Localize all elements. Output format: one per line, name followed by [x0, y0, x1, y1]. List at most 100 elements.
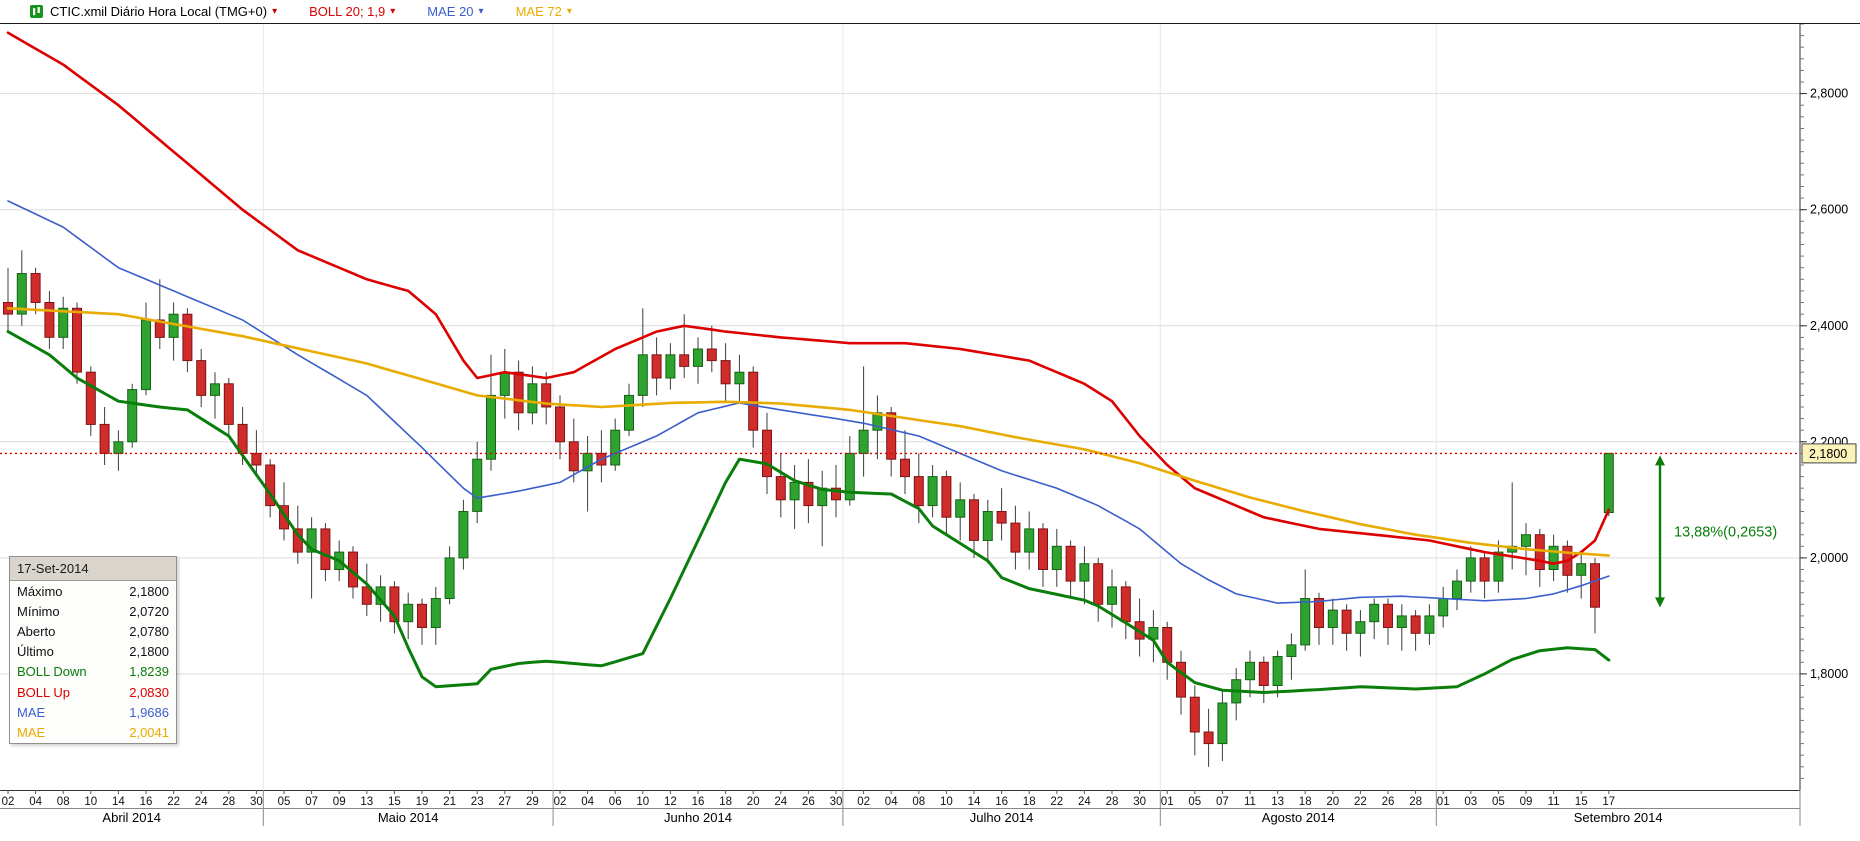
indicator-boll-label: BOLL 20; 1,9 [309, 4, 386, 19]
data-window-row-value: 2,1800 [129, 583, 169, 599]
month-label: Abril 2014 [102, 810, 161, 825]
x-axis-date-label: 23 [471, 796, 484, 808]
x-axis-date-label: 16 [995, 796, 1008, 808]
x-axis-date-label: 09 [333, 796, 346, 808]
x-axis-date-label: 15 [1575, 796, 1588, 808]
y-axis-label: 2,8000 [1810, 87, 1848, 101]
x-axis-date-label: 13 [1271, 796, 1284, 808]
x-axis-date-label: 10 [636, 796, 649, 808]
x-axis-date-label: 26 [802, 796, 815, 808]
x-axis-date-label: 21 [443, 796, 456, 808]
x-axis-date-label: 02 [857, 796, 870, 808]
x-axis-date-label: 24 [195, 796, 208, 808]
x-axis-date-label: 20 [747, 796, 760, 808]
x-axis-date-label: 04 [29, 796, 42, 808]
x-axis-date-label: 22 [167, 796, 180, 808]
data-window-row-label: Máximo [17, 583, 63, 599]
x-axis-date-label: 28 [1409, 796, 1422, 808]
data-window-date: 17-Set-2014 [10, 557, 176, 581]
data-window-row: Último 2,1800 [10, 642, 176, 662]
data-window-row-label: BOLL Down [17, 664, 87, 680]
data-window-row-value: 2,0720 [129, 603, 169, 619]
x-axis-date-label: 20 [1326, 796, 1339, 808]
x-axis-date-label: 18 [1023, 796, 1036, 808]
month-label: Maio 2014 [378, 810, 439, 825]
x-axis-date-label: 19 [416, 796, 429, 808]
data-window-row-value: 2,0041 [129, 724, 169, 740]
data-window-row-value: 2,1800 [129, 644, 169, 660]
x-axis-date-label: 07 [305, 796, 318, 808]
price-marker: 2,1800 [1801, 443, 1857, 464]
x-axis-date-label: 17 [1602, 796, 1615, 808]
indicator-mae-20-label: MAE 20 [427, 4, 474, 19]
x-axis-date-label: 01 [1161, 796, 1174, 808]
x-axis-date-label: 05 [1492, 796, 1505, 808]
month-label: Junho 2014 [664, 810, 732, 825]
data-window-row-label: MAE [17, 704, 46, 720]
data-window-row-value: 2,0780 [129, 623, 169, 639]
x-axis-date-label: 01 [1437, 796, 1450, 808]
price-marker-label: 2,1800 [1809, 447, 1847, 461]
month-label: Agosto 2014 [1262, 810, 1335, 825]
x-axis: 02 04 08 10 14 16 22 24 28 30 05 07 09 13 15 19 21 23 27 29… [0, 790, 1801, 826]
x-axis-date-label: 28 [222, 796, 235, 808]
x-axis-date-label: 16 [692, 796, 705, 808]
x-axis-date-label: 08 [912, 796, 925, 808]
data-window-row-value: 1,8239 [129, 664, 169, 680]
x-axis-date-label: 11 [1548, 796, 1560, 808]
x-axis-date-label: 12 [664, 796, 677, 808]
data-window-row-label: BOLL Up [17, 684, 70, 700]
x-axis-date-label: 11 [1244, 796, 1256, 808]
y-axis-label: 2,0000 [1810, 551, 1848, 565]
gridlines [0, 24, 1800, 790]
indicator-boll[interactable]: BOLL 20; 1,9 ▾ [309, 4, 395, 19]
candlestick-series [3, 250, 1614, 767]
x-axis-date-label: 04 [581, 796, 594, 808]
chart-header: CTIC.xmil Diário Hora Local (TMG+0) ▾ BO… [0, 0, 1860, 24]
y-axis-label: 2,4000 [1810, 319, 1848, 333]
mae-72-line [6, 306, 1611, 557]
y-axis-label: 2,6000 [1810, 203, 1848, 217]
x-axis-date-label: 08 [57, 796, 70, 808]
gain-annotation-label: 13,88%(0,2653) [1674, 524, 1777, 540]
x-axis-date-label: 10 [940, 796, 953, 808]
x-axis-date-label: 27 [498, 796, 511, 808]
month-label: Julho 2014 [970, 810, 1034, 825]
x-axis-date-label: 24 [774, 796, 787, 808]
x-axis-date-label: 03 [1464, 796, 1477, 808]
month-label: Setembro 2014 [1574, 810, 1663, 825]
x-axis-date-label: 04 [885, 796, 898, 808]
data-window-row-label: Mínimo [17, 603, 60, 619]
chevron-down-icon[interactable]: ▾ [390, 5, 396, 17]
chevron-down-icon[interactable]: ▾ [566, 5, 572, 17]
data-window-row-label: MAE [17, 724, 46, 740]
data-window-row: Aberto 2,0780 [10, 621, 176, 641]
chart-title-dropdown-icon[interactable]: ▾ [272, 5, 278, 17]
gain-annotation: 13,88%(0,2653) [1655, 455, 1777, 608]
boll-up-line [6, 31, 1611, 566]
boll-down-line [6, 330, 1611, 694]
data-window[interactable]: 17-Set-2014 Máximo 2,1800 Mínimo 2,0720 Aber… [9, 556, 177, 744]
indicator-mae-72-label: MAE 72 [515, 4, 562, 19]
data-window-row-label: Último [17, 644, 54, 660]
x-axis-date-label: 05 [278, 796, 291, 808]
x-axis-date-label: 02 [554, 796, 567, 808]
data-window-row: Máximo 2,1800 [10, 581, 176, 601]
x-axis-date-label: 05 [1188, 796, 1201, 808]
chart-title: CTIC.xmil Diário Hora Local (TMG+0) [50, 4, 268, 19]
x-axis-date-label: 30 [250, 796, 263, 808]
indicator-mae-72[interactable]: MAE 72 ▾ [516, 4, 572, 19]
x-axis-date-label: 07 [1216, 796, 1229, 808]
chevron-down-icon[interactable]: ▾ [478, 5, 484, 17]
x-axis-date-label: 28 [1106, 796, 1119, 808]
data-window-row-label: Aberto [17, 623, 56, 639]
x-axis-date-label: 29 [526, 796, 539, 808]
instrument-icon [30, 5, 43, 18]
data-window-row-value: 2,0830 [129, 684, 169, 700]
data-window-row: MAE 1,9686 [10, 702, 176, 722]
x-axis-date-label: 18 [1299, 796, 1312, 808]
indicator-mae-20[interactable]: MAE 20 ▾ [427, 4, 483, 19]
x-axis-date-label: 22 [1354, 796, 1367, 808]
